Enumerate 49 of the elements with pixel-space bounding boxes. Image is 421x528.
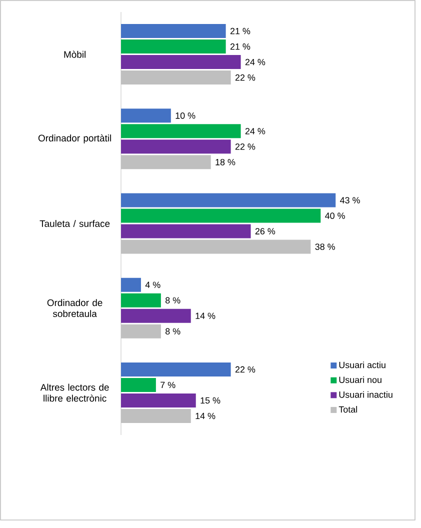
legend-label: Usuari nou bbox=[339, 376, 382, 383]
data-label: 15 % bbox=[200, 397, 220, 404]
data-label: 21 % bbox=[230, 43, 250, 50]
data-label: 18 % bbox=[216, 158, 236, 166]
data-label: 24 % bbox=[245, 58, 266, 66]
data-label: 22 % bbox=[235, 143, 256, 150]
data-label: 22 % bbox=[235, 366, 256, 373]
bar bbox=[121, 140, 231, 154]
data-label: 8 % bbox=[166, 297, 180, 304]
bar bbox=[121, 308, 191, 323]
legend-label: Usuari actiu bbox=[339, 362, 386, 368]
data-label: 14 % bbox=[196, 412, 216, 420]
bar bbox=[121, 193, 336, 208]
bar bbox=[121, 55, 241, 70]
bar bbox=[121, 293, 161, 308]
legend-label: Total bbox=[338, 406, 357, 413]
bar bbox=[121, 24, 226, 38]
bar bbox=[121, 224, 251, 238]
bar bbox=[121, 240, 311, 254]
bar bbox=[121, 408, 191, 423]
bar bbox=[121, 393, 196, 408]
bar bbox=[121, 70, 231, 85]
bar bbox=[121, 362, 231, 376]
y-tick-label: Mòbil bbox=[64, 50, 86, 58]
y-tick-label: Ordinador de sobretaula bbox=[47, 299, 102, 318]
bar bbox=[121, 108, 171, 123]
data-label: 21 % bbox=[230, 28, 250, 34]
y-tick-label: Altres lectors de llibre electrònic bbox=[40, 384, 109, 402]
bar bbox=[121, 378, 156, 392]
bar bbox=[121, 278, 141, 292]
data-label: 38 % bbox=[315, 244, 335, 250]
data-label: 40 % bbox=[325, 212, 345, 219]
data-label: 26 % bbox=[255, 228, 276, 234]
data-label: 14 % bbox=[196, 312, 216, 319]
data-label: 43 % bbox=[340, 197, 360, 204]
data-label: 8 % bbox=[166, 328, 180, 335]
legend-label: Usuari inactiu bbox=[339, 391, 392, 398]
bar bbox=[121, 208, 321, 223]
data-label: 22 % bbox=[235, 74, 256, 81]
bar bbox=[121, 40, 226, 54]
bar bbox=[121, 124, 241, 138]
data-label: 4 % bbox=[145, 282, 160, 288]
bar bbox=[121, 155, 211, 170]
data-label: 24 % bbox=[245, 128, 266, 134]
data-label: 7 % bbox=[160, 382, 176, 388]
data-label: 10 % bbox=[176, 112, 196, 119]
bar bbox=[121, 324, 161, 338]
y-tick-label: Ordinador portàtil bbox=[38, 134, 111, 144]
y-tick-label: Tauleta / surface bbox=[40, 220, 110, 227]
